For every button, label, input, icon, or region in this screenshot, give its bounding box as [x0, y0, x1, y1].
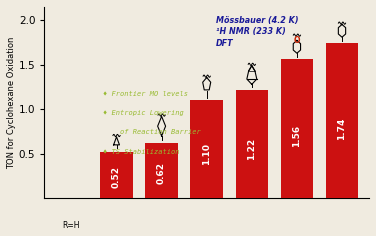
Text: of Reaction Barrier: of Reaction Barrier [103, 129, 200, 135]
Text: R=H: R=H [63, 221, 80, 230]
Text: 1.10: 1.10 [202, 143, 211, 165]
Text: ♦ TS Stabilization: ♦ TS Stabilization [103, 148, 179, 155]
Text: O: O [294, 36, 300, 45]
Text: ¹H NMR (233 K): ¹H NMR (233 K) [216, 27, 285, 36]
Text: 1.56: 1.56 [293, 125, 302, 147]
Text: 0.52: 0.52 [112, 166, 121, 188]
Text: 1.74: 1.74 [338, 117, 347, 140]
Bar [146, 143, 178, 198]
Text: Mössbauer (4.2 K): Mössbauer (4.2 K) [216, 16, 298, 25]
Bar [280, 59, 313, 198]
Bar [191, 100, 223, 198]
Text: ♦ Entropic Lowering: ♦ Entropic Lowering [103, 110, 183, 116]
Text: 0.62: 0.62 [157, 162, 166, 184]
Text: DFT: DFT [216, 39, 233, 48]
Text: ♦ Frontier MO levels: ♦ Frontier MO levels [103, 91, 188, 97]
Bar [100, 152, 133, 198]
Y-axis label: TON for Cyclohexane Oxidation: TON for Cyclohexane Oxidation [7, 36, 16, 169]
Bar [326, 43, 358, 198]
Text: 1.22: 1.22 [247, 138, 256, 160]
Bar [236, 90, 268, 198]
